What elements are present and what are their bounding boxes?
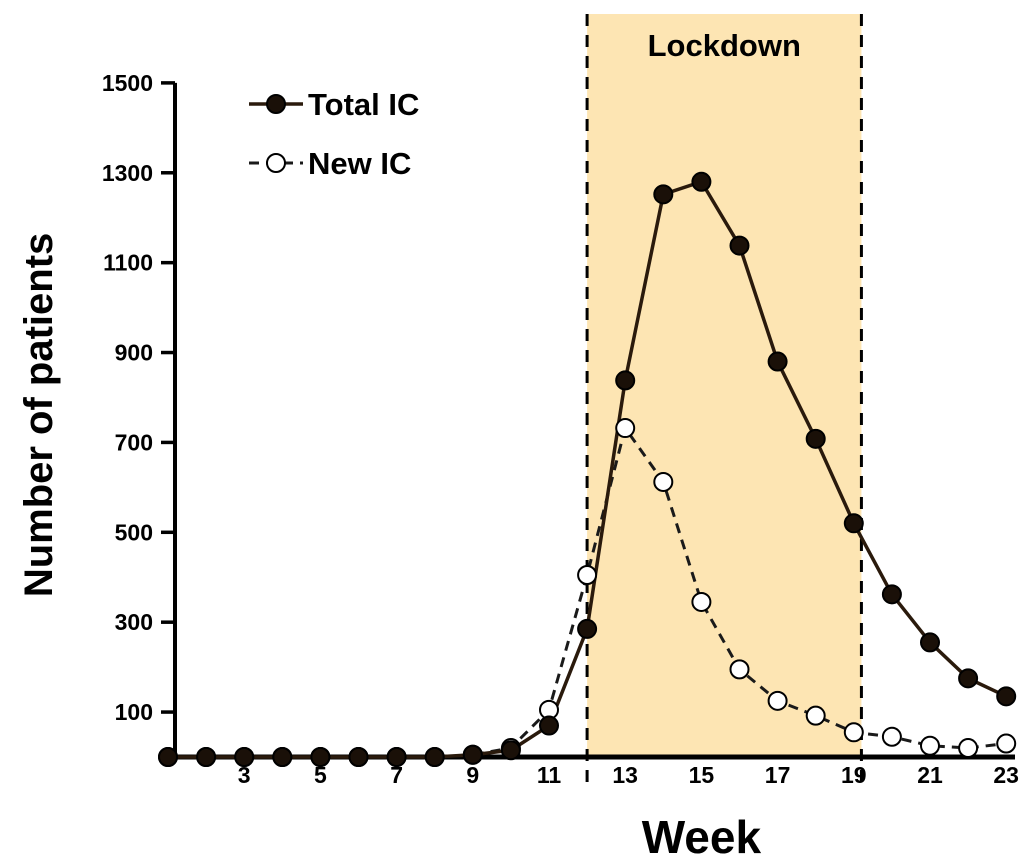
y-tick-label: 300 — [115, 609, 153, 635]
data-point-total-ic — [653, 184, 674, 205]
series — [158, 171, 1017, 767]
x-tick-label: 23 — [993, 762, 1019, 788]
data-point-total-ic — [500, 740, 521, 761]
axes: 100 300 500 700 900 1100 1300 1500 3 5 7 9 11 13 15 17 1… — [102, 70, 1019, 788]
lockdown-label: Lockdown — [648, 28, 801, 63]
y-tick-label: 1500 — [102, 70, 153, 96]
y-axis-title: Number of patients — [17, 233, 61, 597]
data-point-new-ic — [881, 726, 902, 747]
x-axis-title: Week — [642, 811, 762, 863]
data-point-new-ic — [920, 735, 940, 756]
data-point-total-ic — [272, 747, 293, 767]
x-tick-label: 15 — [689, 762, 715, 788]
data-point-new-ic — [805, 705, 826, 726]
data-point-total-ic — [234, 747, 255, 767]
data-point-new-ic — [843, 722, 864, 743]
data-point-total-ic — [805, 428, 826, 449]
data-point-total-ic — [424, 747, 445, 767]
x-tick-label: 17 — [765, 762, 791, 788]
data-point-total-ic — [386, 747, 407, 767]
data-point-total-ic — [843, 513, 864, 534]
x-tick-label: 11 — [537, 762, 562, 788]
data-point-total-ic — [881, 584, 902, 605]
data-point-total-ic — [615, 370, 636, 391]
data-point-total-ic — [996, 686, 1017, 707]
data-point-new-ic — [767, 690, 788, 711]
x-tick-label: 3 — [238, 762, 251, 788]
data-point-new-ic — [653, 471, 674, 492]
data-point-total-ic — [958, 668, 979, 689]
y-tick-label: 100 — [115, 699, 153, 725]
x-tick-label: 7 — [390, 762, 403, 788]
data-point-total-ic — [539, 715, 559, 736]
y-tick-label: 700 — [115, 429, 153, 455]
data-point-total-ic — [691, 171, 712, 192]
x-tick-label: 9 — [466, 762, 479, 788]
data-point-total-ic — [310, 747, 331, 767]
x-tick-label: 5 — [314, 762, 327, 788]
legend-label-new-ic: New IC — [308, 146, 411, 181]
legend-label-total-ic: Total IC — [308, 87, 419, 122]
y-tick-label: 500 — [115, 519, 153, 545]
data-point-total-ic — [729, 235, 750, 256]
data-point-new-ic — [958, 738, 979, 759]
x-tick-label: 13 — [612, 762, 638, 788]
data-point-total-ic — [462, 744, 483, 765]
data-point-new-ic — [996, 733, 1017, 754]
lockdown-region: Lockdown — [585, 14, 863, 790]
legend-marker-new-ic — [266, 153, 286, 173]
data-point-total-ic — [767, 351, 788, 372]
y-tick-label: 1300 — [102, 160, 153, 186]
y-tick-label: 1100 — [103, 250, 153, 276]
data-point-total-ic — [158, 747, 178, 767]
x-tick-label: 21 — [917, 762, 943, 788]
data-point-total-ic — [920, 632, 940, 653]
legend-marker-total-ic — [266, 94, 286, 114]
data-point-new-ic — [729, 659, 750, 680]
data-point-total-ic — [348, 747, 369, 767]
data-point-new-ic — [615, 418, 636, 439]
x-tick-label: 19 — [841, 762, 867, 788]
data-point-new-ic — [577, 564, 598, 585]
legend: Total IC New IC — [249, 87, 419, 181]
data-point-new-ic — [691, 591, 712, 612]
data-point-total-ic — [196, 747, 217, 767]
data-point-total-ic — [577, 618, 598, 639]
y-tick-label: 900 — [115, 340, 153, 366]
